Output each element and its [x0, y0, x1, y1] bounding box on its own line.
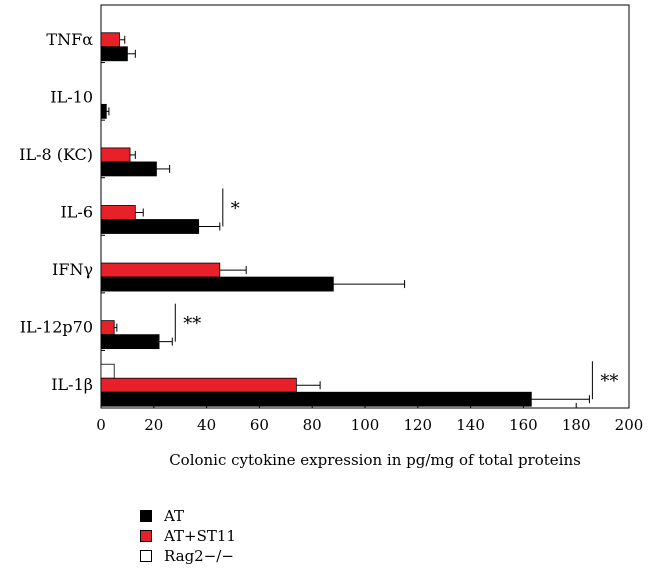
- category-label-5: IL-12p70: [20, 318, 93, 337]
- bar-0-2: [100, 161, 157, 177]
- bar-1-4: [100, 262, 221, 278]
- x-tick-label-6: 120: [403, 416, 432, 434]
- legend-label-1: AT+ST11: [164, 527, 236, 545]
- category-label-4: IFNγ: [52, 260, 93, 279]
- bar-0-0: [100, 46, 128, 62]
- x-tick-label-10: 200: [615, 416, 644, 434]
- legend: AT AT+ST11 Rag2−/−: [140, 506, 236, 566]
- x-tick-label-8: 160: [509, 416, 538, 434]
- bar-0-4: [100, 276, 334, 292]
- x-tick-label-7: 140: [456, 416, 485, 434]
- x-tick-label-9: 180: [562, 416, 591, 434]
- cytokine-bar-chart: TNFα IL-10 IL-8 (KC) IL-6 IFNγ IL-12p70 IL-1β 0…: [19, 4, 644, 469]
- x-tick-label-2: 40: [197, 416, 216, 434]
- significance-label-1: **: [183, 314, 201, 335]
- bar-0-6: [100, 391, 532, 407]
- bar-1-0: [100, 32, 120, 48]
- legend-item-0: AT: [140, 506, 236, 526]
- bar-1-5: [100, 320, 115, 336]
- category-label-1: IL-10: [50, 87, 93, 106]
- category-label-3: IL-6: [60, 203, 93, 222]
- x-tick-label-4: 80: [303, 416, 322, 434]
- legend-swatch-0: [140, 510, 152, 522]
- bar-0-3: [100, 219, 200, 234]
- bar-2-6: [100, 363, 115, 379]
- significance-label-2: **: [600, 371, 618, 392]
- plot-frame: [100, 4, 630, 409]
- significance-label-0: *: [231, 199, 240, 220]
- x-axis-label: Colonic cytokine expression in pg/mg of …: [169, 451, 581, 469]
- category-label-2: IL-8 (KC): [19, 145, 93, 164]
- bar-1-2: [100, 147, 131, 163]
- x-tick-label-5: 100: [351, 416, 380, 434]
- bar-1-3: [100, 205, 136, 220]
- bar-0-1: [100, 103, 107, 119]
- category-label-6: IL-1β: [51, 375, 93, 394]
- bar-1-6: [100, 377, 297, 393]
- x-tick-label-3: 60: [250, 416, 269, 434]
- legend-label-0: AT: [164, 507, 185, 525]
- legend-item-1: AT+ST11: [140, 526, 236, 546]
- legend-swatch-1: [140, 530, 152, 542]
- x-tick-label-0: 0: [96, 416, 106, 434]
- legend-swatch-2: [140, 550, 152, 562]
- bar-0-5: [100, 334, 160, 350]
- legend-item-2: Rag2−/−: [140, 546, 236, 566]
- legend-label-2: Rag2−/−: [164, 547, 234, 565]
- category-label-0: TNFα: [46, 30, 93, 49]
- x-tick-label-1: 20: [144, 416, 163, 434]
